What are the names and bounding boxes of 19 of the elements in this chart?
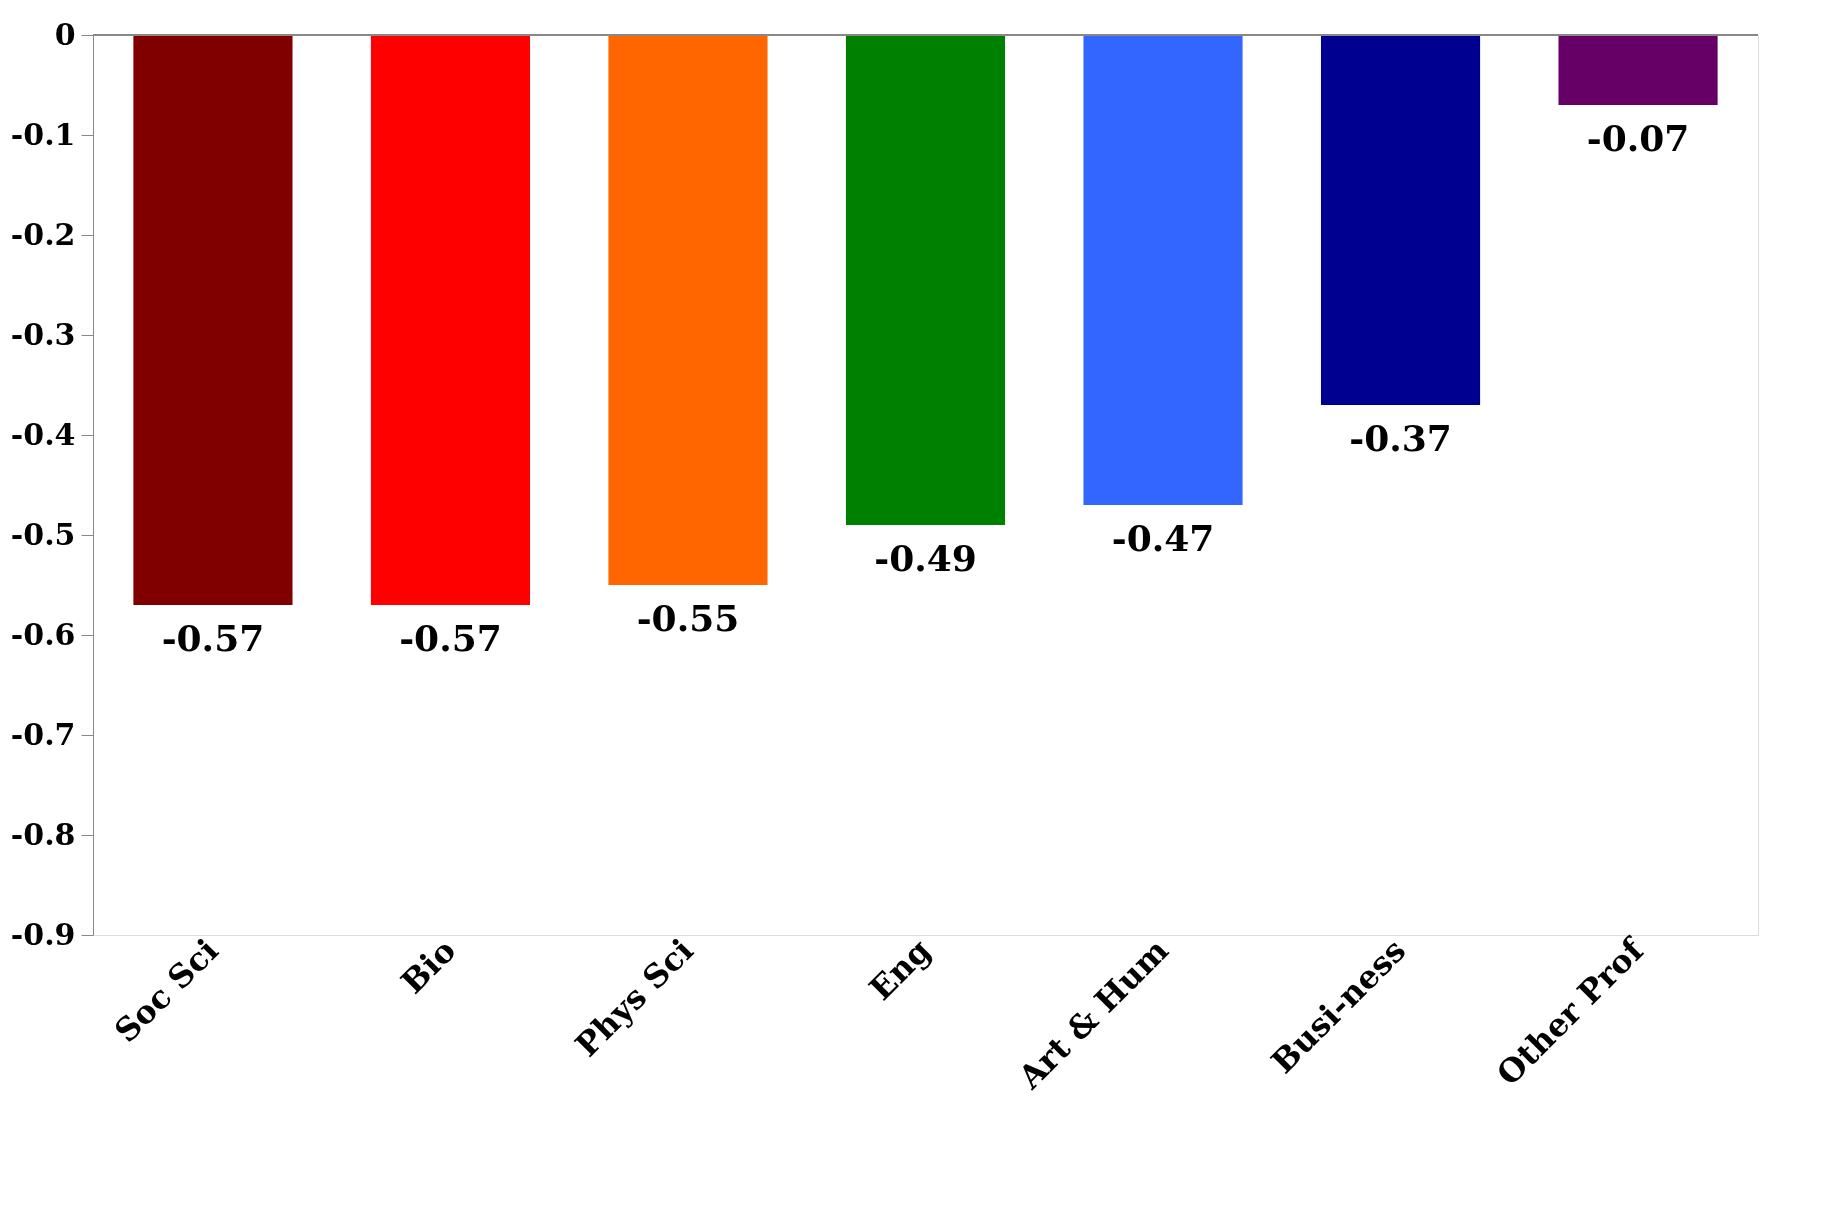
y-tick-label: -0.1 — [10, 116, 76, 152]
y-tick-label: -0.6 — [10, 616, 76, 652]
y-tick-label: -0.9 — [10, 916, 76, 952]
data-label: -0.55 — [636, 597, 740, 639]
y-tick-label: -0.3 — [10, 316, 76, 352]
y-tick-label: 0 — [54, 16, 76, 52]
y-tick-label: -0.4 — [10, 416, 76, 452]
x-tick-label: Bio — [393, 931, 464, 1002]
data-label: -0.47 — [1111, 517, 1215, 559]
x-tick-label: Soc Sci — [107, 931, 226, 1051]
data-label: -0.49 — [874, 537, 977, 579]
y-tick-label: -0.7 — [10, 716, 76, 752]
data-label: -0.07 — [1586, 117, 1690, 159]
data-label: -0.57 — [161, 617, 265, 659]
data-label: -0.57 — [399, 617, 502, 659]
y-tick-label: -0.8 — [10, 816, 76, 852]
y-tick-label: -0.5 — [10, 516, 76, 552]
data-label: -0.37 — [1349, 417, 1452, 459]
y-tick-label: -0.2 — [10, 216, 76, 252]
